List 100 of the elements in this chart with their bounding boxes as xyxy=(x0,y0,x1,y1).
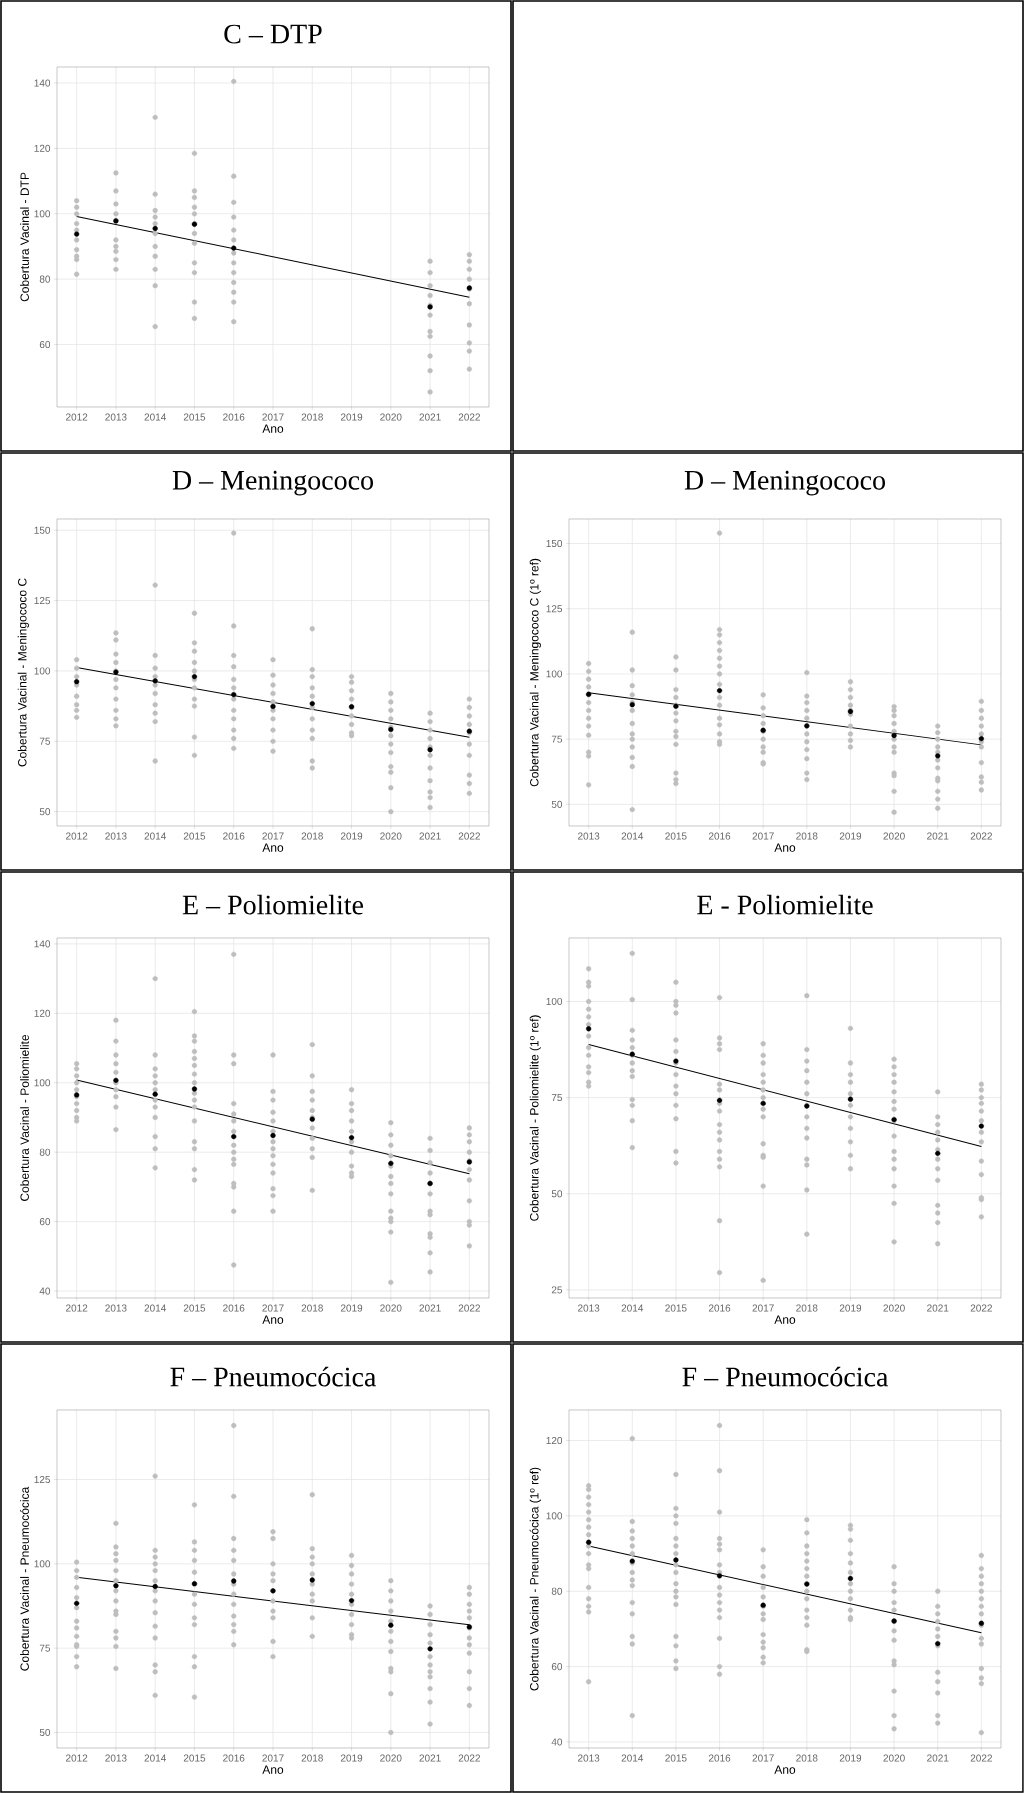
y-tick-label: 100 xyxy=(546,1512,563,1520)
x-tick-label: 2015 xyxy=(183,1754,206,1762)
y-tick-label: 120 xyxy=(546,1436,563,1445)
y-tick-label: 40 xyxy=(39,1287,51,1295)
x-tick-label: 2019 xyxy=(839,832,862,840)
y-tick-label: 100 xyxy=(34,667,51,675)
x-axis-title: Ano xyxy=(262,843,284,852)
x-tick-label: 2013 xyxy=(105,1754,127,1762)
point xyxy=(270,1132,276,1139)
x-tick-label: 2014 xyxy=(621,1754,644,1762)
x-tick-label: 2014 xyxy=(144,1304,167,1312)
y-axis-title: Cobertura Vacinal - Pneumocócica xyxy=(19,1486,29,1671)
y-tick-label: 100 xyxy=(546,997,563,1005)
x-tick-label: 2019 xyxy=(340,1304,363,1312)
x-tick-label: 2015 xyxy=(665,1754,687,1762)
x-tick-label: 2019 xyxy=(839,1754,862,1762)
y-tick-label: 75 xyxy=(551,1094,563,1102)
x-axis-title: Ano xyxy=(774,1315,796,1324)
x-tick-label: 2016 xyxy=(223,413,245,421)
x-tick-label: 2019 xyxy=(340,1754,363,1762)
x-tick-label: 2015 xyxy=(183,1304,206,1312)
x-tick-label: 2018 xyxy=(301,1304,323,1312)
point xyxy=(935,1150,941,1156)
point xyxy=(388,1622,394,1628)
x-tick-label: 2021 xyxy=(927,1754,949,1762)
y-tick-label: 100 xyxy=(546,670,563,678)
x-tick-label: 2013 xyxy=(578,832,600,840)
point xyxy=(673,1557,679,1563)
x-tick-label: 2014 xyxy=(144,832,167,840)
y-tick-label: 100 xyxy=(34,1079,51,1087)
x-tick-label: 2020 xyxy=(380,1754,402,1762)
y-tick-label: 50 xyxy=(39,808,51,816)
x-tick-label: 2020 xyxy=(380,413,402,421)
y-tick-label: 120 xyxy=(34,1009,51,1017)
x-tick-label: 2020 xyxy=(380,1304,402,1312)
x-tick-label: 2015 xyxy=(665,832,687,840)
x-tick-label: 2021 xyxy=(927,832,949,840)
y-axis-title: Cobertura Vacinal - Pneumocócica (1º ref) xyxy=(529,1467,541,1691)
y-axis-title: Cobertura Vacinal - Poliomielite (1º ref) xyxy=(529,1015,541,1221)
x-tick-label: 2015 xyxy=(183,832,206,840)
y-tick-label: 25 xyxy=(551,1286,563,1294)
x-tick-label: 2015 xyxy=(665,1304,687,1312)
x-tick-label: 2019 xyxy=(340,832,363,840)
point xyxy=(152,1583,158,1590)
x-tick-label: 2022 xyxy=(970,1304,992,1312)
y-tick-label: 80 xyxy=(551,1587,563,1595)
x-tick-label: 2013 xyxy=(105,413,127,421)
y-axis-title: Cobertura Vacinal - Poliomielite xyxy=(20,1034,29,1201)
x-tick-label: 2021 xyxy=(419,832,441,840)
y-axis-title: Cobertura Vacinal - Meningococo C xyxy=(17,578,29,767)
point xyxy=(231,1133,237,1140)
chart-title: C – DTP xyxy=(224,24,322,44)
x-tick-label: 2012 xyxy=(66,1754,88,1762)
point xyxy=(978,1123,984,1129)
point xyxy=(586,1539,592,1545)
point xyxy=(231,691,237,698)
point xyxy=(309,700,315,707)
x-tick-label: 2017 xyxy=(752,1754,774,1762)
x-tick-label: 2022 xyxy=(970,1754,992,1762)
x-tick-label: 2021 xyxy=(419,413,441,421)
chart-title: E - Poliomielite xyxy=(697,894,873,915)
x-tick-label: 2018 xyxy=(301,832,323,840)
x-axis-title: Ano xyxy=(262,1315,284,1324)
x-tick-label: 2013 xyxy=(578,1754,600,1762)
x-tick-label: 2017 xyxy=(262,1304,284,1312)
x-tick-label: 2018 xyxy=(301,1754,323,1762)
y-tick-label: 60 xyxy=(39,1218,51,1226)
x-tick-label: 2012 xyxy=(66,832,88,840)
y-tick-label: 100 xyxy=(34,1560,51,1568)
point xyxy=(847,1096,854,1102)
y-tick-label: 50 xyxy=(551,1190,563,1198)
x-tick-label: 2016 xyxy=(223,832,245,840)
y-axis-title: Cobertura Vacinal - DTP xyxy=(20,172,29,302)
x-tick-label: 2016 xyxy=(708,832,731,840)
point xyxy=(348,1597,355,1604)
x-tick-label: 2020 xyxy=(883,1754,905,1762)
x-tick-label: 2022 xyxy=(970,832,992,840)
point xyxy=(309,1577,315,1583)
y-tick-label: 150 xyxy=(34,526,51,534)
y-tick-label: 50 xyxy=(551,800,563,808)
x-tick-label: 2014 xyxy=(621,832,644,840)
chart-title: D – Meningococo xyxy=(684,470,886,496)
point xyxy=(152,225,158,232)
point xyxy=(847,1575,854,1582)
y-tick-label: 140 xyxy=(34,940,51,948)
x-tick-label: 2016 xyxy=(223,1754,245,1762)
point xyxy=(935,753,941,759)
x-tick-label: 2019 xyxy=(340,413,363,421)
y-tick-label: 125 xyxy=(34,597,51,605)
x-tick-label: 2020 xyxy=(380,832,402,840)
y-tick-label: 125 xyxy=(546,605,563,613)
point xyxy=(716,688,723,694)
chart-title: F – Pneumocócica xyxy=(170,1366,377,1387)
x-tick-label: 2014 xyxy=(621,1304,644,1312)
point xyxy=(427,1646,433,1652)
y-tick-label: 60 xyxy=(39,341,51,349)
point xyxy=(716,1573,723,1579)
x-tick-label: 2022 xyxy=(458,1304,480,1312)
x-tick-label: 2018 xyxy=(796,1754,818,1762)
x-tick-label: 2016 xyxy=(708,1304,731,1312)
